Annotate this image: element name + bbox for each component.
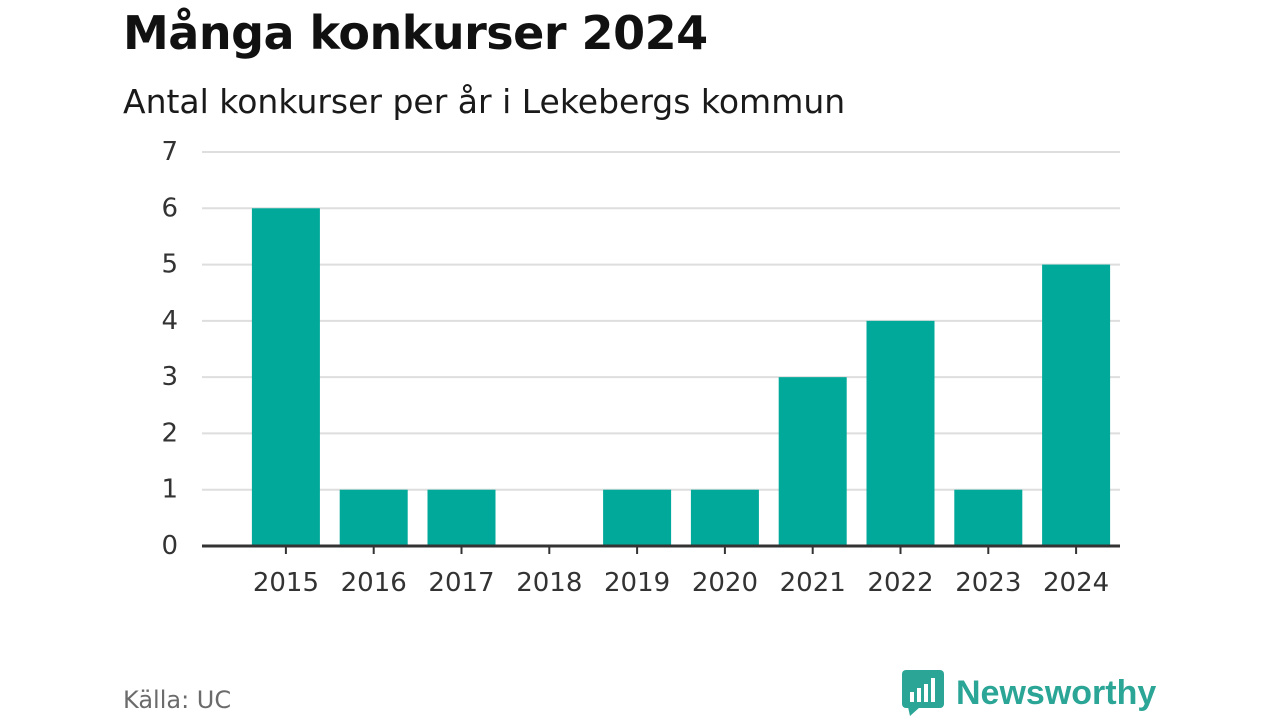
- y-tick-label: 6: [161, 193, 178, 223]
- x-tick-label: 2020: [692, 568, 758, 598]
- newsworthy-logo-icon: [902, 670, 944, 716]
- y-tick-label: 5: [161, 250, 178, 280]
- bar: [866, 320, 935, 546]
- brand[interactable]: Newsworthy: [902, 670, 1156, 716]
- x-tick-label: 2021: [780, 568, 846, 598]
- x-tick-label: 2016: [341, 568, 407, 598]
- y-tick-label: 1: [161, 475, 178, 505]
- y-tick-label: 4: [161, 306, 178, 336]
- y-tick-label: 0: [161, 531, 178, 561]
- bar: [603, 489, 672, 546]
- bar: [778, 377, 847, 546]
- x-tick-label: 2023: [955, 568, 1021, 598]
- x-tick-label: 2019: [604, 568, 670, 598]
- y-tick-label: 2: [161, 418, 178, 448]
- x-tick-label: 2017: [428, 568, 494, 598]
- bar: [690, 489, 759, 546]
- chart-title: Många konkurser 2024: [123, 6, 708, 60]
- x-tick-label: 2018: [516, 568, 582, 598]
- bar: [1042, 264, 1111, 546]
- source-note: Källa: UC: [123, 686, 232, 714]
- x-tick-label: 2024: [1043, 568, 1109, 598]
- y-tick-label: 3: [161, 362, 178, 392]
- bar: [954, 489, 1023, 546]
- bar: [339, 489, 408, 546]
- bar: [251, 208, 320, 547]
- x-tick-label: 2015: [253, 568, 319, 598]
- chart-subtitle: Antal konkurser per år i Lekebergs kommu…: [123, 82, 846, 121]
- brand-name: Newsworthy: [956, 673, 1157, 712]
- x-tick-label: 2022: [867, 568, 933, 598]
- y-tick-label: 7: [161, 137, 178, 167]
- bar: [427, 489, 496, 546]
